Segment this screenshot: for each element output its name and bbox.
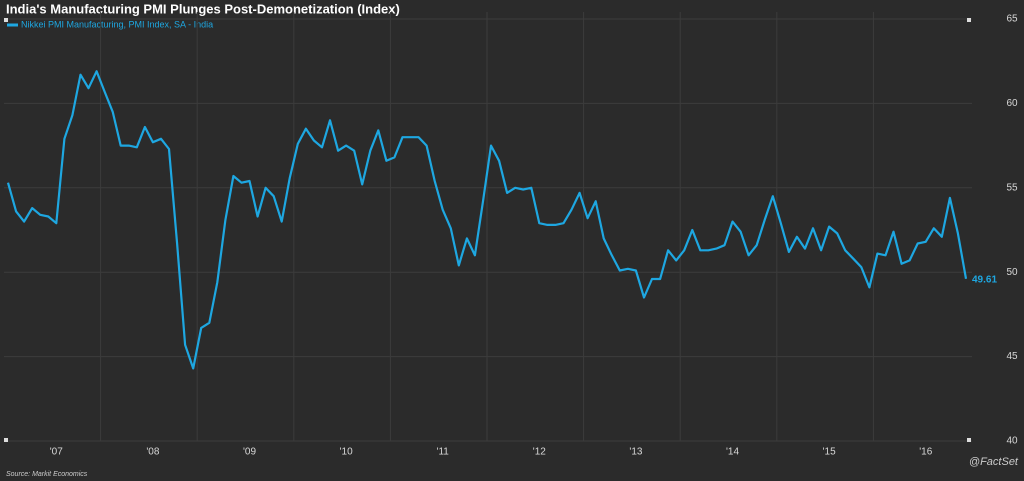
- x-tick-label: '11: [437, 447, 450, 458]
- y-tick-label: 60: [1006, 98, 1018, 109]
- chart-title: India's Manufacturing PMI Plunges Post-D…: [6, 1, 400, 16]
- x-tick-label: '07: [50, 447, 63, 458]
- x-tick-label: '08: [146, 447, 159, 458]
- corner-marker: [967, 18, 971, 22]
- y-tick-label: 45: [1006, 351, 1018, 362]
- y-tick-label: 40: [1006, 436, 1018, 447]
- corner-marker: [967, 438, 971, 442]
- y-tick-label: 65: [1006, 14, 1018, 25]
- data-line: [6, 70, 968, 370]
- x-tick-label: '15: [823, 447, 836, 458]
- credit: @FactSet: [969, 456, 1019, 468]
- x-tick-label: '14: [726, 447, 739, 458]
- value-label: 49.61: [972, 274, 997, 285]
- x-tick-label: '09: [243, 447, 256, 458]
- y-tick-label: 55: [1006, 182, 1018, 193]
- corner-marker: [4, 18, 8, 22]
- source: Source: Markit Economics: [6, 471, 88, 478]
- y-tick-label: 50: [1006, 267, 1018, 278]
- legend-label: Nikkei PMI Manufacturing, PMI Index, SA …: [21, 19, 213, 29]
- corner-marker: [4, 438, 8, 442]
- x-tick-label: '12: [533, 447, 546, 458]
- x-tick-label: '16: [919, 447, 932, 458]
- x-tick-label: '13: [629, 447, 642, 458]
- x-tick-label: '10: [340, 447, 353, 458]
